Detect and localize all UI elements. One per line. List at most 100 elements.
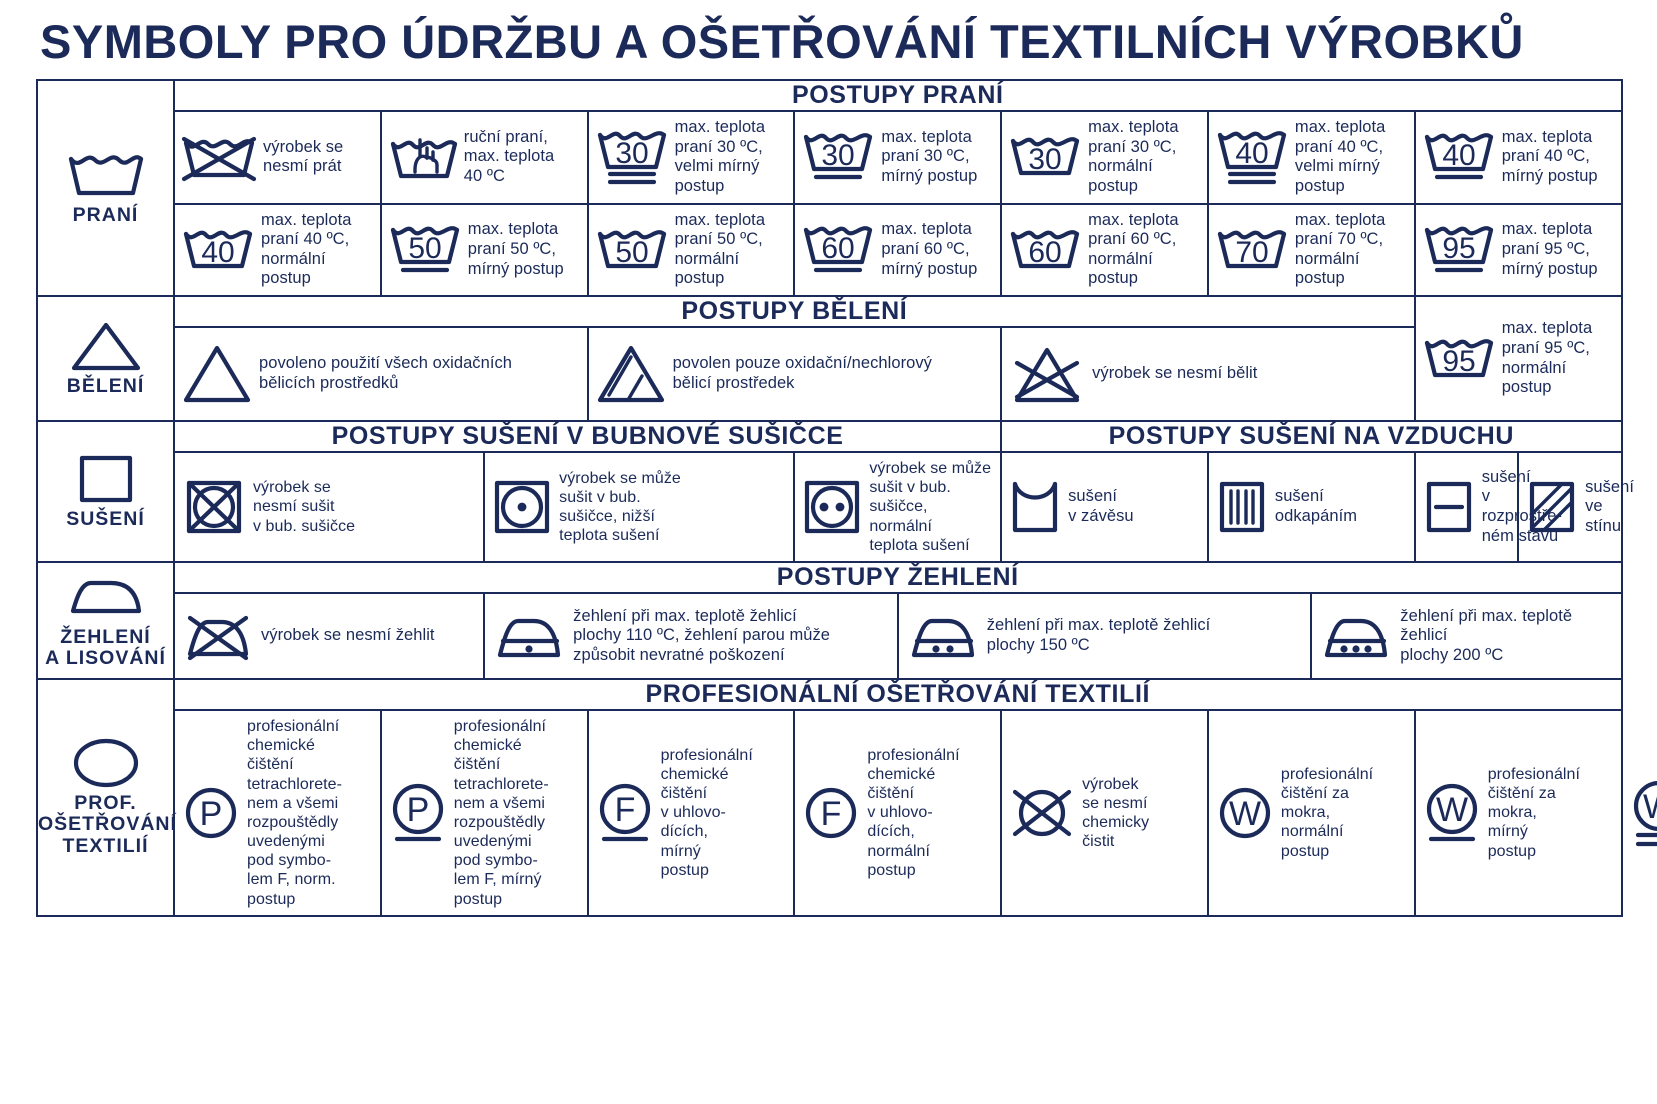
symbol-cell[interactable]: 60 max. teplota praní 60 ºC, normální postu…: [1000, 202, 1209, 297]
symbol-cell[interactable]: W profesionální čištění za mokra, normální p…: [1206, 708, 1416, 917]
symbol-cell[interactable]: F profesionální chemické čištění v uhlovo-d…: [586, 708, 796, 917]
iron-crossed-icon: [182, 608, 254, 664]
symbol-cell[interactable]: 30 max. teplota praní 30 ºC, mírný postup: [793, 110, 1003, 205]
symbol-description: max. teplota praní 50 ºC, mírný postup: [467, 220, 564, 278]
tumble-dry-one-dot-icon: [492, 477, 552, 537]
symbol-description: max. teplota praní 40 ºC, mírný postup: [1501, 127, 1598, 186]
tumble-dry-crossed-icon: [182, 477, 246, 537]
symbol-cell[interactable]: povoleno použití všech oxidačních bělicíc…: [173, 326, 589, 422]
symbol-cell[interactable]: 50 max. teplota praní 50 ºC, normální postu…: [586, 202, 796, 297]
wash-tub-icon: 40: [1423, 131, 1495, 183]
symbol-cell[interactable]: výrobek se může sušit v bub. sušičce, norm…: [793, 451, 1003, 563]
symbol-description: žehlení při max. teplotě žehlicí plochy 2…: [1400, 606, 1573, 664]
symbol-cell[interactable]: výrobek se nesmí žehlit: [172, 591, 486, 680]
symbol-cell[interactable]: výrobek se nesmí chemicky čistit: [1000, 708, 1209, 917]
symbol-cell[interactable]: 50 max. teplota praní 50 ºC, mírný postup: [379, 202, 589, 297]
symbol-description: max. teplota praní 60 ºC, mírný postup: [881, 220, 978, 278]
symbol-cell[interactable]: sušení v rozprostře-ném stavu: [1413, 451, 1562, 563]
banner-ironing: POSTUPY ŽEHLENÍ: [173, 560, 1623, 594]
banner-drying-air: POSTUPY SUŠENÍ NA VZDUCHU: [1000, 420, 1623, 453]
symbol-cell[interactable]: 95 max. teplota praní 95 ºC, mírný postup: [1413, 202, 1623, 297]
banner-washing: POSTUPY PRANÍ: [173, 79, 1623, 112]
washing-row-1: výrobek se nesmí prát: [37, 110, 1623, 205]
symbol-description: sušení v závěsu: [1068, 487, 1134, 525]
symbol-cell[interactable]: 40 max. teplota praní 40 ºC, velmi mírný po…: [1206, 110, 1416, 205]
category-label-drying: SUŠENÍ: [66, 507, 145, 530]
category-bleaching: BĚLENÍ: [36, 295, 175, 422]
circle-w-icon: W: [1423, 780, 1481, 846]
symbol-cell[interactable]: ruční praní, max. teplota 40 ºC: [379, 110, 589, 205]
iron-icon: [38, 571, 173, 623]
svg-text:95: 95: [1442, 345, 1475, 378]
iron-three-dots-icon: [1319, 611, 1393, 661]
wash-tub-icon: 30: [1009, 135, 1081, 179]
wash-tub-icon: 50: [389, 224, 461, 276]
symbol-cell[interactable]: žehlení při max. teplotě žehlicí plochy 2…: [1310, 591, 1623, 680]
wash-tub-icon: 50: [596, 228, 668, 272]
banner-professional: PROFESIONÁLNÍ OŠETŘOVÁNÍ TEXTILIÍ: [173, 677, 1623, 711]
symbol-cell[interactable]: sušení v závěsu: [1000, 451, 1209, 563]
symbol-cell[interactable]: 30 max. teplota praní 30 ºC, velmi mírný po…: [586, 110, 796, 205]
symbol-description: žehlení při max. teplotě žehlicí plochy 1…: [986, 616, 1211, 654]
symbol-cell[interactable]: 70 max. teplota praní 70 ºC, normální postu…: [1206, 202, 1416, 297]
symbol-description: max. teplota praní 30 ºC, normální postup: [1088, 118, 1179, 195]
symbol-cell[interactable]: výrobek se může sušit v bub. sušičce, nižš…: [483, 451, 796, 563]
symbol-cell[interactable]: žehlení při max. teplotě žehlicí plochy 1…: [896, 591, 1313, 680]
svg-text:70: 70: [1235, 236, 1268, 269]
symbol-cell[interactable]: žehlení při max. teplotě žehlicí plochy 1…: [483, 591, 899, 680]
professional-banner-row: PROF. OŠETŘOVÁNÍ TEXTILIÍ PROFESIONÁLNÍ …: [36, 677, 1623, 917]
symbol-description: výrobek se nesmí prát: [263, 137, 344, 176]
symbol-cell[interactable]: 30 max. teplota praní 30 ºC, normální postu…: [1000, 110, 1209, 205]
square-icon: [38, 453, 173, 505]
category-label-washing: PRANÍ: [72, 204, 139, 227]
symbol-cell[interactable]: povolen pouze oxidační/nechlorový bělicí …: [586, 326, 1003, 422]
svg-text:40: 40: [201, 236, 234, 269]
wash-tub-icon: 30: [802, 131, 874, 183]
symbol-cell[interactable]: P profesionální chemické čištění tetrachlor…: [379, 708, 589, 917]
line-dry-hanging-icon: [1009, 478, 1061, 536]
symbol-cell[interactable]: sušení odkapáním: [1206, 451, 1416, 563]
category-professional: PROF. OŠETŘOVÁNÍ TEXTILIÍ: [36, 677, 177, 917]
category-label-professional: PROF. OŠETŘOVÁNÍ TEXTILIÍ: [38, 791, 177, 858]
symbol-cell[interactable]: P profesionální chemické čištění tetrachlor…: [173, 708, 382, 917]
symbol-description: profesionální chemické čištění v uhlovo-díc…: [660, 746, 753, 879]
symbol-cell[interactable]: F profesionální chemické čištění v uhlovo-d…: [793, 708, 1003, 917]
symbol-cell[interactable]: 95 max. teplota praní 95 ºC, normální postu…: [1413, 295, 1623, 422]
page-title: SYMBOLY PRO ÚDRŽBU A OŠETŘOVÁNÍ TEXTILNÍ…: [40, 15, 1524, 68]
symbol-description: povolen pouze oxidační/nechlorový bělicí …: [672, 354, 932, 392]
category-drying: SUŠENÍ: [36, 420, 175, 563]
bleaching-banner-row: BĚLENÍ POSTUPY BĚLENÍ 95: [36, 295, 1623, 422]
symbol-description: max. teplota praní 30 ºC, mírný postup: [881, 127, 978, 186]
symbol-cell[interactable]: výrobek se nesmí prát: [173, 110, 382, 205]
symbol-cell[interactable]: 60 max. teplota praní 60 ºC, mírný postup: [793, 202, 1003, 297]
svg-text:W: W: [1436, 791, 1468, 829]
symbol-cell[interactable]: 40 max. teplota praní 40 ºC, mírný postup: [1413, 110, 1623, 205]
symbol-description: max. teplota praní 70 ºC, normální postup: [1294, 210, 1386, 288]
circle-crossed-icon: [1009, 784, 1075, 842]
washing-banner-row: PRANÍ POSTUPY PRANÍ: [36, 79, 1623, 297]
symbol-description: profesionální chemické čištění tetrachloret…: [453, 717, 549, 908]
svg-text:40: 40: [1442, 139, 1475, 172]
wash-tub-hand-icon: [389, 134, 457, 180]
dry-in-shade-icon: [1526, 478, 1578, 536]
drip-dry-icon: [1216, 478, 1268, 536]
symbol-cell[interactable]: 40 max. teplota praní 40 ºC, normální postu…: [173, 202, 382, 297]
symbol-cell[interactable]: výrobek se nesmí bělit: [1000, 326, 1416, 422]
svg-text:P: P: [406, 791, 429, 829]
symbol-description: max. teplota praní 30 ºC, velmi mírný postu…: [674, 118, 766, 195]
svg-text:60: 60: [1028, 236, 1061, 269]
symbol-cell[interactable]: výrobek se nesmí sušit v bub. sušičce: [172, 451, 486, 563]
symbol-cell[interactable]: W profesionální čištění za mokra, mírný post…: [1413, 708, 1623, 917]
symbol-description: výrobek se nesmí bělit: [1092, 364, 1258, 383]
symbol-description: profesionální čištění za mokra, normální pos…: [1280, 765, 1374, 860]
circle-f-icon: F: [596, 780, 654, 846]
svg-text:30: 30: [615, 137, 648, 170]
category-label-ironing: ŽEHLENÍ A LISOVÁNÍ: [45, 625, 166, 670]
symbol-description: sušení ve stínu: [1585, 477, 1634, 535]
svg-text:P: P: [200, 795, 223, 833]
svg-text:95: 95: [1442, 232, 1475, 265]
circle-p-icon: P: [182, 784, 240, 842]
symbol-cell[interactable]: sušení ve stínu: [1517, 451, 1634, 563]
symbol-description: ruční praní, max. teplota 40 ºC: [463, 127, 555, 186]
